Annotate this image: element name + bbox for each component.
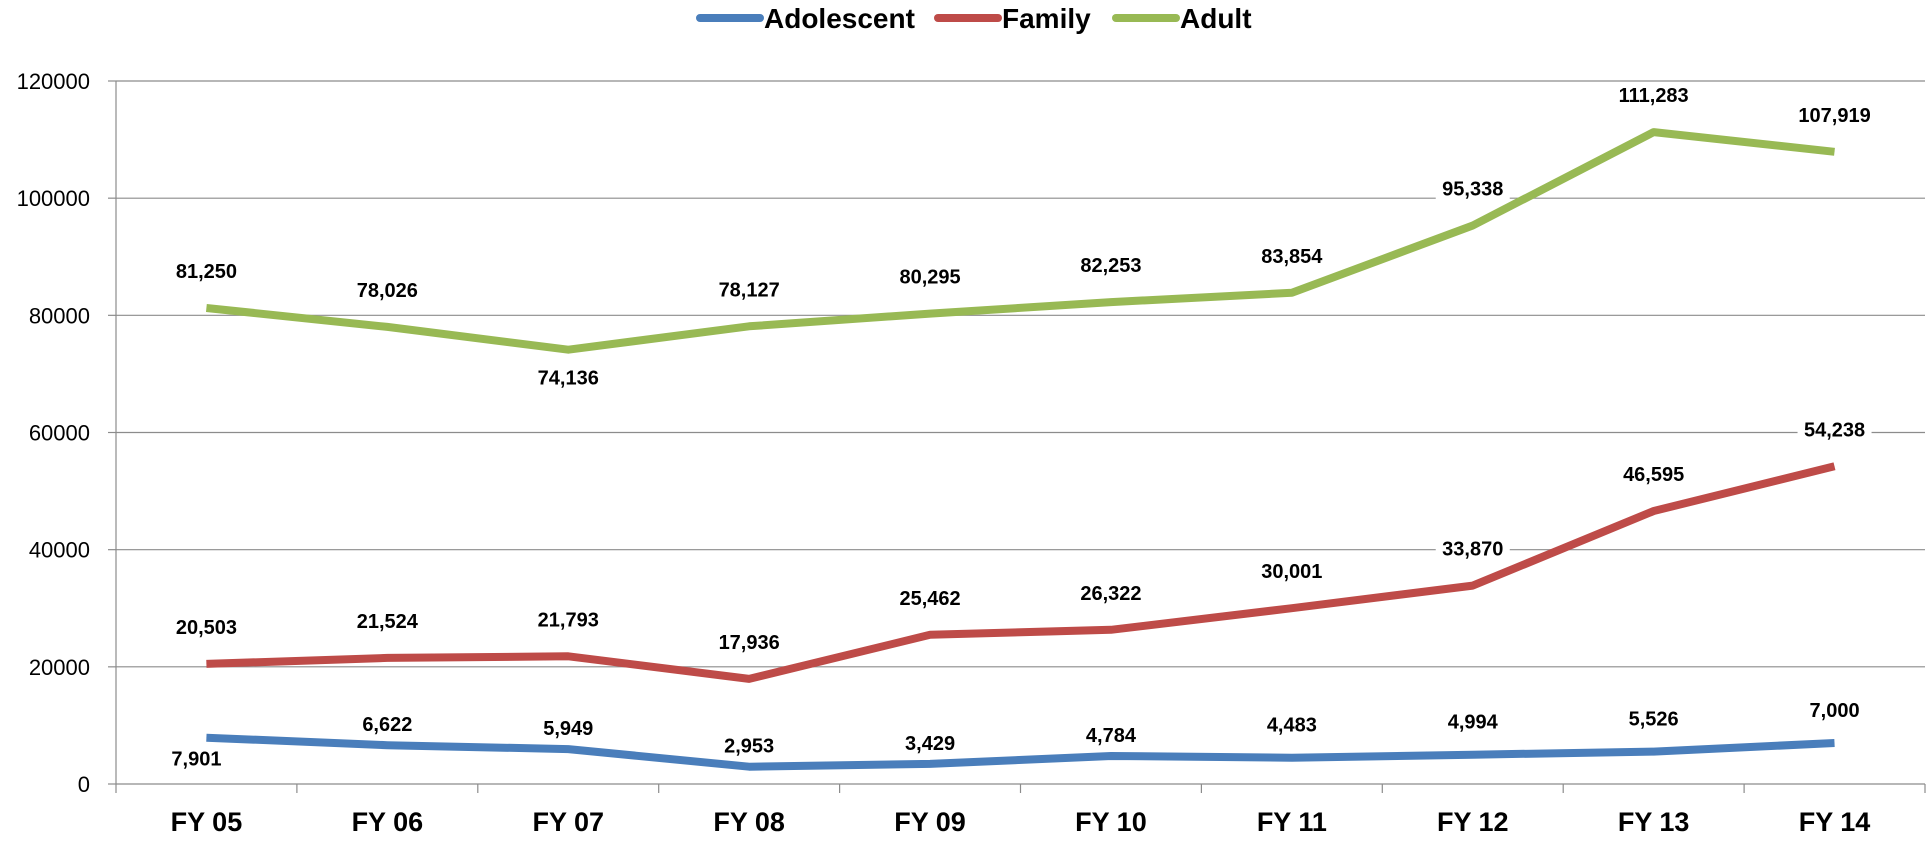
data-label: 83,854 [1261,246,1323,268]
data-label: 30,001 [1261,561,1322,583]
data-label-bg [169,614,244,640]
data-label: 21,793 [538,609,599,631]
x-tick-label: FY 09 [894,807,966,837]
data-label-bg [169,259,244,285]
data-label: 3,429 [905,733,955,755]
data-label-bg [1441,709,1505,735]
x-tick-label: FY 07 [532,807,604,837]
x-tick-label: FY 10 [1075,807,1147,837]
data-label-bg [1616,462,1691,488]
data-label: 4,483 [1267,715,1317,737]
x-tick-label: FY 14 [1799,807,1871,837]
data-label-bg [1622,706,1686,732]
data-label: 26,322 [1080,583,1141,605]
legend-label: Adult [1180,3,1252,34]
y-tick-label: 80000 [29,303,90,328]
series-line-family [206,462,1836,683]
data-label: 5,526 [1629,709,1679,731]
data-label-bg [893,585,968,611]
data-label-bg [1254,559,1329,585]
y-tick-label: 20000 [29,655,90,680]
data-label-bg [355,712,419,738]
legend: Adolescent Family Adult [696,3,1252,34]
data-label-bg [712,629,787,655]
x-tick-label: FY 06 [352,807,424,837]
series-line-adolescent [206,733,1835,771]
data-label: 2,953 [724,736,774,758]
x-tick-label: FY 05 [171,807,243,837]
data-label: 4,994 [1448,712,1499,734]
data-label: 78,026 [357,280,418,302]
data-label: 33,870 [1442,539,1503,561]
data-label-bg [1792,102,1878,128]
data-label-bg [1435,176,1510,202]
data-label-bg [712,277,787,303]
data-label-bg [531,365,606,391]
data-label-bg [1073,253,1148,279]
data-label-bg [536,716,600,742]
data-label: 95,338 [1442,178,1503,200]
data-label-bg [1435,536,1510,562]
axes: 0 20000 40000 60000 80000 100000 120000 FY 05 FY… [17,69,1926,837]
series-line-adult [205,128,1835,354]
gridlines [116,80,1925,668]
x-tick-label: FY 13 [1618,807,1690,837]
data-label: 107,919 [1798,105,1870,127]
data-label: 7,901 [171,749,221,771]
y-tick-label: 40000 [29,538,90,563]
data-label: 111,283 [1619,85,1689,107]
data-label: 80,295 [899,267,960,289]
data-label: 4,784 [1086,725,1137,747]
data-label-bg [1803,697,1867,723]
data-label: 81,250 [176,261,237,283]
data-label: 46,595 [1623,464,1684,486]
y-tick-label: 120000 [17,69,90,94]
series-lines [205,128,1836,771]
data-label-bg [893,264,968,290]
y-tick-label: 100000 [17,186,90,211]
data-label-bg [531,607,606,633]
data-label-bg [164,746,228,772]
x-tick-label: FY 12 [1437,807,1509,837]
data-label-bg [717,733,781,759]
data-label-bg [898,730,962,756]
data-label: 6,622 [362,714,412,736]
legend-label: Family [1002,3,1091,34]
data-label-bg [1260,712,1324,738]
y-tick-label: 0 [78,772,90,797]
data-label: 7,000 [1810,700,1860,722]
data-label: 74,136 [538,368,599,390]
data-label: 5,949 [543,718,593,740]
data-label-bg [1797,417,1872,443]
data-label: 82,253 [1080,255,1141,277]
data-label-bg [1254,243,1329,269]
data-label: 21,524 [357,611,419,633]
data-label: 25,462 [899,588,960,610]
data-label-bg [350,277,425,303]
data-label-bg [350,608,425,634]
data-label: 17,936 [719,632,780,654]
data-label-bg [1079,722,1143,748]
data-labels: 7,901 6,622 5,949 2,953 3,429 4,784 4,483 4,994… [164,83,1878,772]
data-label-bg [1073,580,1148,606]
data-label: 78,127 [719,279,780,301]
data-label: 54,238 [1804,419,1865,441]
legend-label: Adolescent [764,3,915,34]
data-label: 20,503 [176,617,237,639]
x-tick-label: FY 08 [713,807,785,837]
data-label-bg [1611,83,1697,109]
y-tick-label: 60000 [29,421,90,446]
x-tick-label: FY 11 [1257,807,1327,837]
